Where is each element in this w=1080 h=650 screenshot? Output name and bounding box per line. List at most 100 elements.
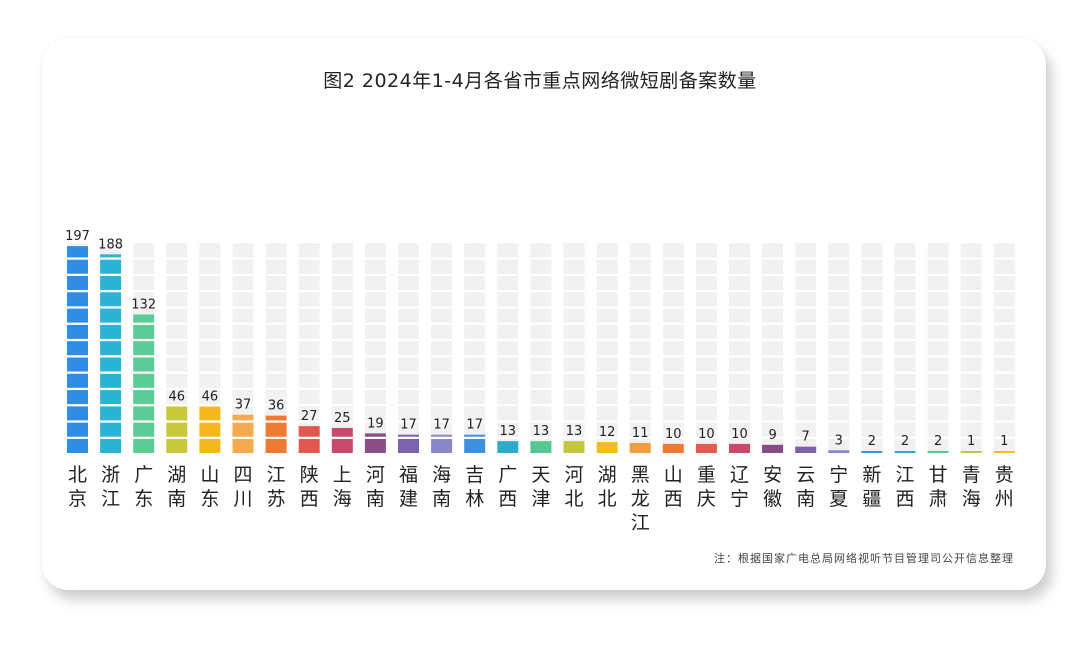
category-label: 贵 [995, 464, 1014, 486]
value-label: 12 [599, 425, 616, 440]
grid-cell [596, 243, 618, 258]
grid-cell [265, 390, 287, 405]
bar-陕西: 27 陕西 [298, 243, 320, 510]
grid-cell [629, 357, 651, 372]
grid-cell [232, 292, 254, 307]
grid-cell [629, 341, 651, 356]
grid-cell [762, 243, 784, 258]
category-label: 北 [564, 488, 583, 510]
grid-cell [927, 292, 949, 307]
category-label: 北 [598, 488, 617, 510]
bar-block-partial [199, 406, 221, 421]
grid-cell [265, 308, 287, 323]
grid-cell [199, 357, 221, 372]
grid-cell [497, 292, 519, 307]
bar-辽宁: 10 辽宁 [729, 243, 750, 510]
category-label: 江 [267, 464, 286, 486]
grid-cell [166, 390, 188, 405]
grid-cell [563, 406, 585, 421]
category-label: 东 [200, 488, 219, 510]
grid-cell [464, 308, 486, 323]
grid-cell [861, 243, 883, 258]
bar-block-partial [298, 426, 320, 437]
grid-cell [828, 390, 850, 405]
category-label: 浙 [101, 464, 120, 486]
grid-cell [563, 422, 585, 437]
bar-天津: 13 天津 [530, 243, 552, 510]
grid-cell [398, 373, 419, 388]
grid-cell [265, 324, 287, 339]
grid-cell [364, 292, 386, 307]
grid-cell [795, 422, 817, 437]
bar-block-partial [894, 451, 916, 453]
category-label: 海 [432, 464, 451, 486]
grid-cell [199, 243, 221, 258]
bar-block-partial [993, 451, 1015, 453]
value-label: 13 [566, 424, 583, 439]
bar-block-partial [530, 441, 552, 453]
bar-block [232, 422, 254, 437]
bar-河北: 13 河北 [563, 243, 585, 510]
bar-block [100, 259, 122, 274]
bar-block-partial [861, 451, 883, 453]
grid-cell [927, 439, 949, 453]
grid-cell [497, 390, 519, 405]
bar-block [331, 439, 353, 453]
grid-cell [497, 373, 519, 388]
grid-cell [331, 259, 353, 274]
grid-cell [927, 406, 949, 421]
grid-cell [828, 259, 850, 274]
grid-cell [265, 276, 287, 290]
category-label: 甘 [929, 464, 948, 486]
grid-cell [629, 390, 651, 405]
category-label: 南 [167, 488, 186, 510]
bar-block [100, 439, 122, 453]
bar-block-partial [431, 434, 453, 437]
category-label: 南 [432, 488, 451, 510]
grid-cell [960, 390, 982, 405]
grid-cell [861, 292, 883, 307]
bar-block [199, 439, 221, 453]
grid-cell [729, 390, 750, 405]
grid-cell [431, 406, 453, 421]
bar-河南: 19 河南 [364, 243, 386, 510]
grid-cell [828, 324, 850, 339]
grid-cell [398, 390, 419, 405]
bar-block [67, 259, 88, 274]
grid-cell [298, 357, 320, 372]
grid-cell [828, 276, 850, 290]
grid-cell [530, 373, 552, 388]
grid-cell [298, 373, 320, 388]
grid-cell [563, 373, 585, 388]
bar-block-partial [795, 446, 817, 453]
value-label: 17 [466, 418, 483, 433]
grid-cell [894, 357, 916, 372]
value-label: 1 [967, 434, 975, 449]
grid-cell [464, 243, 486, 258]
bar-block [100, 308, 122, 323]
grid-cell [795, 390, 817, 405]
value-label: 27 [301, 409, 318, 424]
grid-cell [729, 243, 750, 258]
category-label: 疆 [862, 488, 881, 510]
grid-cell [398, 357, 419, 372]
grid-cell [762, 324, 784, 339]
bar-广西: 13 广西 [497, 243, 519, 510]
grid-cell [960, 373, 982, 388]
bar-block [133, 422, 155, 437]
bar-云南: 7 云南 [795, 243, 817, 510]
bar-block [67, 373, 88, 388]
category-label: 黑 [631, 464, 650, 486]
grid-cell [530, 243, 552, 258]
grid-cell [497, 259, 519, 274]
bar-block-partial [497, 441, 519, 453]
grid-cell [629, 308, 651, 323]
value-label: 17 [400, 418, 417, 433]
grid-cell [762, 276, 784, 290]
bar-block [100, 324, 122, 339]
grid-cell [331, 341, 353, 356]
value-label: 10 [665, 427, 682, 442]
grid-cell [993, 243, 1015, 258]
grid-cell [861, 357, 883, 372]
